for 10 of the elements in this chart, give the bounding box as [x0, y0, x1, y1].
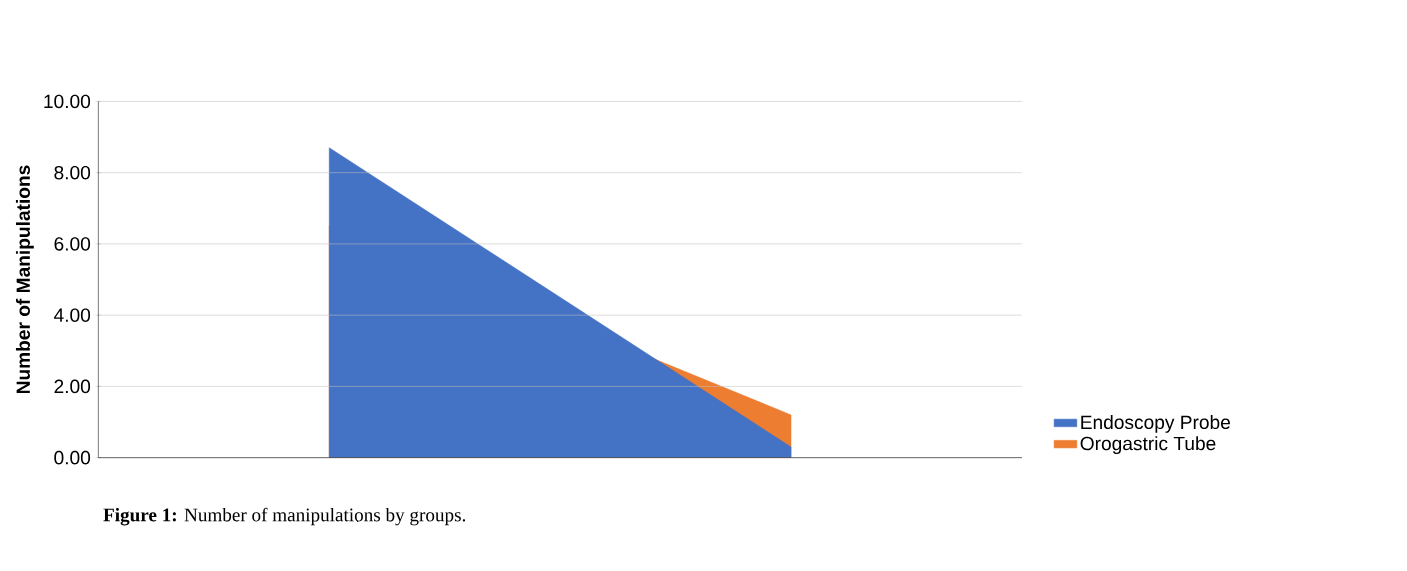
y-tick-label: 10.00 [44, 94, 91, 109]
y-tick-label: 8.00 [54, 165, 91, 180]
text: Figure 1: Number of manipulations by groups. [103, 507, 466, 526]
y-tick-label: 0.00 [54, 450, 91, 465]
legend-label: Orogastric Tube [1080, 436, 1216, 454]
legend-label: Endoscopy Probe [1081, 414, 1230, 433]
y-tick-label: 6.00 [54, 237, 91, 251]
y-axis-title: Number of Manipulations [15, 165, 34, 394]
y-tick-label: 4.00 [54, 308, 91, 322]
y-tick-label: 2.00 [54, 379, 91, 394]
